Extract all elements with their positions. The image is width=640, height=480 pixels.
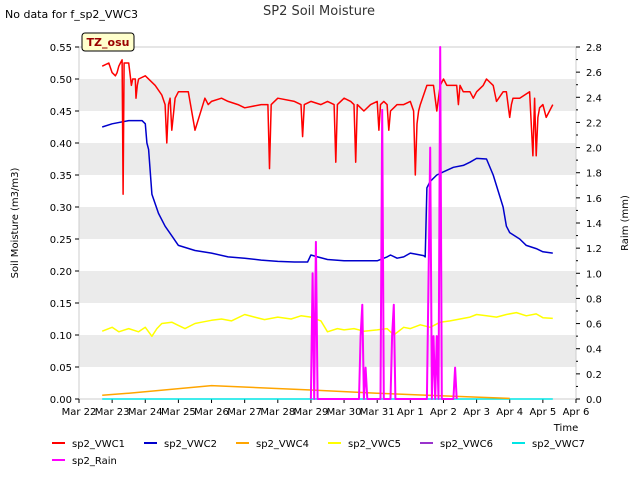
series-lines <box>101 46 554 400</box>
chart-title: SP2 Soil Moisture <box>263 4 375 19</box>
x-tick-label: Mar 26 <box>194 407 229 418</box>
y2-tick-label: 1.8 <box>586 169 602 180</box>
grid-band <box>79 143 576 175</box>
x-tick-label: Mar 31 <box>360 407 395 418</box>
series-line-sp2-vwc4 <box>102 384 510 400</box>
x-tick-label: Mar 24 <box>128 407 163 418</box>
x-tick-label: Mar 29 <box>294 407 329 418</box>
y2-tick-label: 1.2 <box>586 244 602 255</box>
y2-tick-label: 2.8 <box>586 43 602 54</box>
grid-band <box>79 271 576 303</box>
series-line-sp2-vwc2 <box>101 119 553 263</box>
series-line-sp2-rain <box>309 46 458 400</box>
x-tick-label: Apr 2 <box>430 407 457 418</box>
y2-tick-label: 1.4 <box>586 219 602 230</box>
y2-tick-label: 0.4 <box>586 345 602 356</box>
x-tick-label: Apr 5 <box>529 407 556 418</box>
y-tick-label: 0.10 <box>50 331 72 342</box>
y-tick-label: 0.45 <box>50 107 72 118</box>
y-tick-label: 0.30 <box>50 203 72 214</box>
legend-label: sp2_Rain <box>72 456 117 467</box>
x-tick-label: Mar 28 <box>260 407 295 418</box>
y2-tick-label: 2.0 <box>586 144 602 155</box>
x-tick-label: Apr 1 <box>397 407 424 418</box>
grid-band <box>79 335 576 367</box>
y2-tick-label: 0.6 <box>586 320 602 331</box>
grid-band <box>79 207 576 239</box>
y2-tick-label: 1.0 <box>586 269 602 280</box>
y-tick-label: 0.55 <box>50 43 72 54</box>
grid-bands <box>79 79 576 367</box>
y-tick-label: 0.35 <box>50 171 72 182</box>
y2-tick-label: 0.2 <box>586 370 602 381</box>
legend-label: sp2_VWC6 <box>440 439 493 450</box>
no-data-note: No data for f_sp2_VWC3 <box>5 8 138 21</box>
y2-tick-label: 2.2 <box>586 118 602 129</box>
series-line-sp2-vwc1 <box>101 59 554 195</box>
y2-tick-label: 2.6 <box>586 68 602 79</box>
x-tick-label: Mar 22 <box>62 407 97 418</box>
y-axis-label: Soil Moisture (m3/m3) <box>10 168 21 279</box>
legend-label: sp2_VWC5 <box>348 439 401 450</box>
y-tick-label: 0.15 <box>50 299 72 310</box>
y2-tick-label: 2.4 <box>586 93 602 104</box>
site-badge-box <box>81 32 135 52</box>
x-tick-label: Apr 4 <box>496 407 523 418</box>
x-tick-label: Mar 30 <box>327 407 362 418</box>
x-tick-label: Apr 6 <box>563 407 590 418</box>
y2-axis: 0.0 0.2 0.4 0.6 0.8 1.0 1.2 1.4 1.6 1.8 2.0 2.2 2.4 2… <box>576 43 602 406</box>
legend-label: sp2_VWC4 <box>256 439 309 450</box>
x-tick-label: Mar 27 <box>227 407 262 418</box>
legend-label: sp2_VWC2 <box>164 439 217 450</box>
site-badge: TZ_osu <box>81 32 135 52</box>
y-tick-label: 0.40 <box>50 139 72 150</box>
y2-axis-label: Raim (mm) <box>620 195 631 251</box>
y-tick-label: 0.20 <box>50 267 72 278</box>
y-tick-label: 0.00 <box>50 395 72 406</box>
x-axis-label: Time <box>553 423 578 434</box>
legend: sp2_VWC1 sp2_VWC2 sp2_VWC4 sp2_VWC5 sp2_VWC6… <box>52 439 585 467</box>
y-tick-label: 0.05 <box>50 363 72 374</box>
y-tick-label: 0.50 <box>50 75 72 86</box>
y-tick-label: 0.25 <box>50 235 72 246</box>
y-axis: 0.00 0.05 0.10 0.15 0.20 0.25 0.30 0.35 0.40 0.45… <box>50 43 79 406</box>
legend-label: sp2_VWC1 <box>72 439 125 450</box>
x-tick-label: Mar 23 <box>95 407 130 418</box>
x-tick-label: Apr 3 <box>463 407 490 418</box>
y2-tick-label: 0.0 <box>586 395 602 406</box>
y2-tick-label: 0.8 <box>586 294 602 305</box>
site-badge-label: TZ_osu <box>87 36 130 49</box>
legend-label: sp2_VWC7 <box>532 439 585 450</box>
y2-tick-label: 1.6 <box>586 194 602 205</box>
x-tick-label: Mar 25 <box>161 407 196 418</box>
series-line-sp2-vwc5 <box>101 311 553 338</box>
